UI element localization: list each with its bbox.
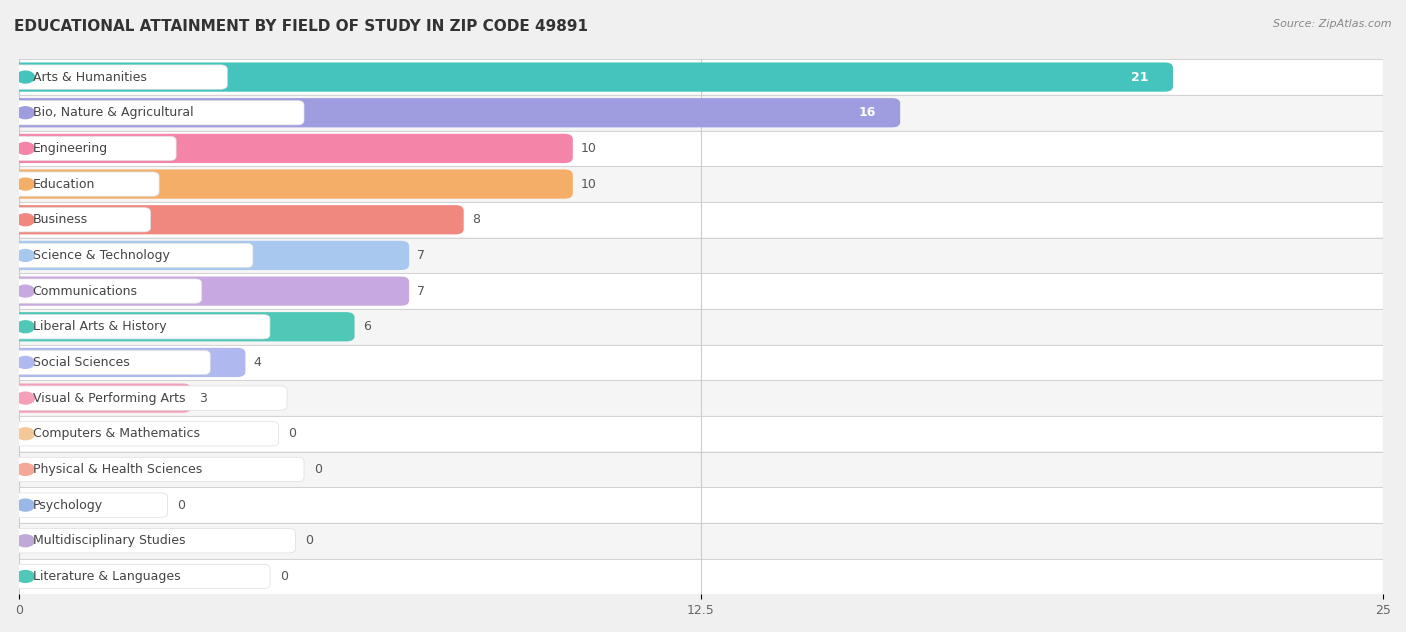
Circle shape bbox=[17, 535, 34, 547]
Circle shape bbox=[17, 428, 34, 440]
FancyBboxPatch shape bbox=[13, 100, 304, 125]
FancyBboxPatch shape bbox=[11, 384, 191, 413]
Text: Liberal Arts & History: Liberal Arts & History bbox=[32, 320, 166, 333]
Text: Bio, Nature & Agricultural: Bio, Nature & Agricultural bbox=[32, 106, 193, 119]
FancyBboxPatch shape bbox=[11, 134, 572, 163]
FancyBboxPatch shape bbox=[13, 243, 253, 267]
FancyBboxPatch shape bbox=[11, 276, 409, 306]
FancyBboxPatch shape bbox=[13, 458, 304, 482]
FancyBboxPatch shape bbox=[18, 488, 1384, 523]
Circle shape bbox=[17, 142, 34, 154]
FancyBboxPatch shape bbox=[13, 315, 270, 339]
FancyBboxPatch shape bbox=[18, 167, 1384, 202]
FancyBboxPatch shape bbox=[18, 416, 1384, 451]
Text: Source: ZipAtlas.com: Source: ZipAtlas.com bbox=[1274, 19, 1392, 29]
Text: Communications: Communications bbox=[32, 284, 138, 298]
Text: 7: 7 bbox=[418, 284, 425, 298]
FancyBboxPatch shape bbox=[11, 98, 900, 128]
FancyBboxPatch shape bbox=[13, 65, 228, 89]
FancyBboxPatch shape bbox=[13, 350, 211, 375]
Text: 8: 8 bbox=[472, 213, 479, 226]
Text: 3: 3 bbox=[200, 392, 207, 404]
FancyBboxPatch shape bbox=[18, 238, 1384, 273]
FancyBboxPatch shape bbox=[11, 241, 409, 270]
FancyBboxPatch shape bbox=[18, 345, 1384, 380]
FancyBboxPatch shape bbox=[18, 274, 1384, 308]
FancyBboxPatch shape bbox=[18, 559, 1384, 594]
Text: Physical & Health Sciences: Physical & Health Sciences bbox=[32, 463, 202, 476]
Text: 21: 21 bbox=[1130, 71, 1149, 83]
Circle shape bbox=[17, 356, 34, 368]
FancyBboxPatch shape bbox=[11, 312, 354, 341]
Circle shape bbox=[17, 463, 34, 475]
Text: 0: 0 bbox=[280, 570, 288, 583]
Text: Social Sciences: Social Sciences bbox=[32, 356, 129, 369]
Circle shape bbox=[17, 71, 34, 83]
FancyBboxPatch shape bbox=[13, 422, 278, 446]
Circle shape bbox=[17, 571, 34, 582]
FancyBboxPatch shape bbox=[18, 452, 1384, 487]
Text: Science & Technology: Science & Technology bbox=[32, 249, 170, 262]
FancyBboxPatch shape bbox=[18, 380, 1384, 416]
FancyBboxPatch shape bbox=[13, 493, 167, 517]
Circle shape bbox=[17, 499, 34, 511]
Text: 0: 0 bbox=[288, 427, 297, 441]
FancyBboxPatch shape bbox=[18, 59, 1384, 95]
Circle shape bbox=[17, 250, 34, 262]
Circle shape bbox=[17, 214, 34, 226]
Circle shape bbox=[17, 285, 34, 297]
FancyBboxPatch shape bbox=[13, 279, 201, 303]
Circle shape bbox=[17, 107, 34, 119]
FancyBboxPatch shape bbox=[13, 386, 287, 410]
FancyBboxPatch shape bbox=[11, 205, 464, 234]
Text: 10: 10 bbox=[581, 142, 598, 155]
FancyBboxPatch shape bbox=[13, 137, 176, 161]
Text: 0: 0 bbox=[314, 463, 322, 476]
Text: 4: 4 bbox=[253, 356, 262, 369]
Text: 16: 16 bbox=[858, 106, 876, 119]
Text: EDUCATIONAL ATTAINMENT BY FIELD OF STUDY IN ZIP CODE 49891: EDUCATIONAL ATTAINMENT BY FIELD OF STUDY… bbox=[14, 19, 588, 34]
Text: Arts & Humanities: Arts & Humanities bbox=[32, 71, 146, 83]
Text: 7: 7 bbox=[418, 249, 425, 262]
Text: Multidisciplinary Studies: Multidisciplinary Studies bbox=[32, 534, 186, 547]
Text: 0: 0 bbox=[177, 499, 186, 512]
Text: Engineering: Engineering bbox=[32, 142, 108, 155]
Text: 10: 10 bbox=[581, 178, 598, 191]
Text: Visual & Performing Arts: Visual & Performing Arts bbox=[32, 392, 186, 404]
Text: Literature & Languages: Literature & Languages bbox=[32, 570, 180, 583]
FancyBboxPatch shape bbox=[13, 172, 159, 197]
FancyBboxPatch shape bbox=[13, 207, 150, 232]
FancyBboxPatch shape bbox=[18, 202, 1384, 237]
FancyBboxPatch shape bbox=[18, 309, 1384, 344]
Text: Education: Education bbox=[32, 178, 96, 191]
FancyBboxPatch shape bbox=[11, 169, 572, 198]
Text: 0: 0 bbox=[305, 534, 314, 547]
Text: Computers & Mathematics: Computers & Mathematics bbox=[32, 427, 200, 441]
FancyBboxPatch shape bbox=[13, 528, 295, 553]
FancyBboxPatch shape bbox=[18, 523, 1384, 558]
FancyBboxPatch shape bbox=[18, 131, 1384, 166]
FancyBboxPatch shape bbox=[18, 95, 1384, 130]
FancyBboxPatch shape bbox=[11, 63, 1173, 92]
Circle shape bbox=[17, 178, 34, 190]
Text: 6: 6 bbox=[363, 320, 371, 333]
Circle shape bbox=[17, 321, 34, 332]
FancyBboxPatch shape bbox=[13, 564, 270, 588]
Circle shape bbox=[17, 392, 34, 404]
Text: Business: Business bbox=[32, 213, 87, 226]
Text: Psychology: Psychology bbox=[32, 499, 103, 512]
FancyBboxPatch shape bbox=[11, 348, 246, 377]
